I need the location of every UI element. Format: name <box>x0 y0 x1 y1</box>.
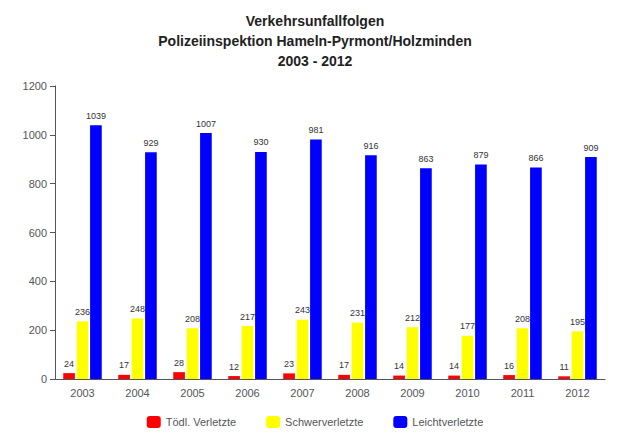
svg-text:1039: 1039 <box>86 111 106 121</box>
svg-text:2007: 2007 <box>290 387 314 399</box>
svg-text:400: 400 <box>29 275 47 287</box>
svg-text:16: 16 <box>504 361 514 371</box>
svg-text:2012: 2012 <box>565 387 589 399</box>
svg-text:17: 17 <box>119 360 129 370</box>
svg-text:1007: 1007 <box>196 119 216 129</box>
svg-text:2010: 2010 <box>455 387 479 399</box>
svg-text:2004: 2004 <box>125 387 149 399</box>
svg-text:208: 208 <box>515 314 530 324</box>
svg-text:800: 800 <box>29 178 47 190</box>
svg-text:0: 0 <box>41 373 47 385</box>
svg-text:2008: 2008 <box>345 387 369 399</box>
svg-text:2009: 2009 <box>400 387 424 399</box>
svg-text:231: 231 <box>350 308 365 318</box>
svg-text:863: 863 <box>418 154 433 164</box>
svg-text:243: 243 <box>295 305 310 315</box>
svg-text:Leichtverletzte: Leichtverletzte <box>412 416 483 428</box>
svg-text:2003: 2003 <box>70 387 94 399</box>
svg-text:11: 11 <box>559 362 568 372</box>
svg-text:236: 236 <box>75 307 90 317</box>
svg-text:Schwerverletzte: Schwerverletzte <box>285 416 363 428</box>
svg-text:1000: 1000 <box>23 129 47 141</box>
svg-text:248: 248 <box>130 304 145 314</box>
svg-text:Tödl. Verletzte: Tödl. Verletzte <box>166 416 236 428</box>
svg-text:17: 17 <box>339 360 349 370</box>
svg-text:177: 177 <box>460 321 475 331</box>
svg-text:195: 195 <box>570 317 585 327</box>
svg-text:879: 879 <box>473 150 488 160</box>
svg-text:866: 866 <box>528 153 543 163</box>
svg-text:2003 - 2012: 2003 - 2012 <box>278 53 353 69</box>
svg-text:981: 981 <box>308 125 323 135</box>
svg-text:2005: 2005 <box>180 387 204 399</box>
svg-text:14: 14 <box>394 361 404 371</box>
svg-text:600: 600 <box>29 227 47 239</box>
svg-text:24: 24 <box>64 359 74 369</box>
svg-text:909: 909 <box>583 143 598 153</box>
svg-text:12: 12 <box>229 362 239 372</box>
svg-text:929: 929 <box>143 138 158 148</box>
svg-text:Verkehrsunfallfolgen: Verkehrsunfallfolgen <box>246 13 384 29</box>
svg-text:1200: 1200 <box>23 80 47 92</box>
svg-text:2006: 2006 <box>235 387 259 399</box>
svg-text:2011: 2011 <box>511 387 535 399</box>
svg-text:14: 14 <box>449 361 459 371</box>
svg-text:Polizeiinspektion Hameln-Pyrmo: Polizeiinspektion Hameln-Pyrmont/Holzmin… <box>158 33 471 49</box>
svg-text:28: 28 <box>174 358 184 368</box>
svg-text:23: 23 <box>284 359 294 369</box>
svg-text:212: 212 <box>405 313 420 323</box>
svg-text:916: 916 <box>363 141 378 151</box>
svg-text:208: 208 <box>185 314 200 324</box>
svg-text:930: 930 <box>253 137 268 147</box>
svg-text:217: 217 <box>240 312 255 322</box>
svg-text:200: 200 <box>29 324 47 336</box>
